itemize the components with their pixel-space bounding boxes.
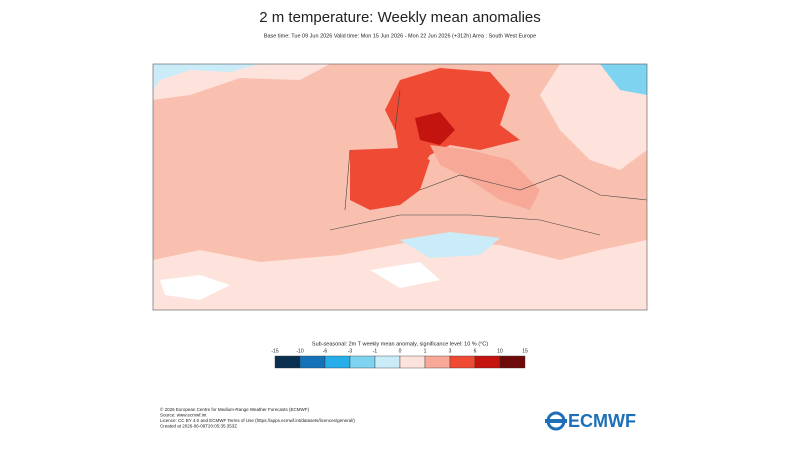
anomaly-area	[350, 148, 430, 210]
anomaly-area	[153, 64, 330, 100]
colorbar-tick-label: -1	[373, 348, 378, 354]
anomaly-area	[370, 262, 440, 288]
colorbar: -15 -10 -6 -3 -1 0 1 3 6 10 15	[271, 348, 528, 369]
anomaly-area	[540, 64, 647, 170]
footer-line: Source: www.ecmwf.int	[160, 413, 207, 418]
colorbar-box	[499, 355, 526, 369]
logo: ECMWF	[545, 411, 636, 431]
map-frame	[152, 63, 648, 311]
colorbar-tick-label: 0	[399, 348, 402, 354]
colorbar-tick-label: -10	[296, 348, 303, 354]
footer: © 2026 European Centre for Medium-Range …	[160, 406, 355, 429]
logo-text: ECMWF	[568, 411, 636, 431]
logo-icon	[545, 419, 567, 423]
colorbar-box	[424, 355, 451, 369]
anomaly-area	[153, 64, 260, 90]
anomaly-area	[385, 68, 520, 170]
colorbar-box	[449, 355, 476, 369]
colorbar-tick-label: 10	[497, 348, 503, 354]
anomaly-area	[430, 145, 540, 210]
coastline	[329, 89, 647, 236]
colorbar-tick-label: 15	[522, 348, 528, 354]
colorbar-tick-label: -6	[323, 348, 328, 354]
colorbar-tick-label: 1	[424, 348, 427, 354]
colorbar-tick-label: 6	[474, 348, 477, 354]
footer-line: © 2026 European Centre for Medium-Range …	[160, 406, 310, 412]
colorbar-tick-label: -15	[271, 348, 278, 354]
footer-line: Created at 2026-06-09T20:05:35.353Z	[160, 424, 237, 429]
title: 2 m temperature: Weekly mean anomalies	[259, 9, 541, 26]
anomaly-area	[400, 232, 500, 258]
map	[152, 63, 648, 311]
anomaly-area	[160, 275, 230, 300]
colorbar-box	[399, 355, 426, 369]
legend-title: Sub-seasonal: 2m T weekly mean anomaly, …	[312, 341, 488, 347]
anomaly-area	[600, 64, 647, 95]
colorbar-box	[299, 355, 326, 369]
colorbar-box	[374, 355, 401, 369]
colorbar-box	[274, 355, 301, 369]
subtitle: Base time: Tue 09 Jun 2026 Valid time: M…	[264, 33, 536, 39]
anomaly-area	[415, 112, 455, 145]
colorbar-tick-label: -3	[348, 348, 353, 354]
colorbar-box	[324, 355, 351, 369]
colorbar-tick-label: 3	[449, 348, 452, 354]
footer-line: Licence: CC BY 4.0 and ECMWF Terms of Us…	[160, 418, 355, 423]
colorbar-box	[474, 355, 501, 369]
colorbar-box	[349, 355, 376, 369]
